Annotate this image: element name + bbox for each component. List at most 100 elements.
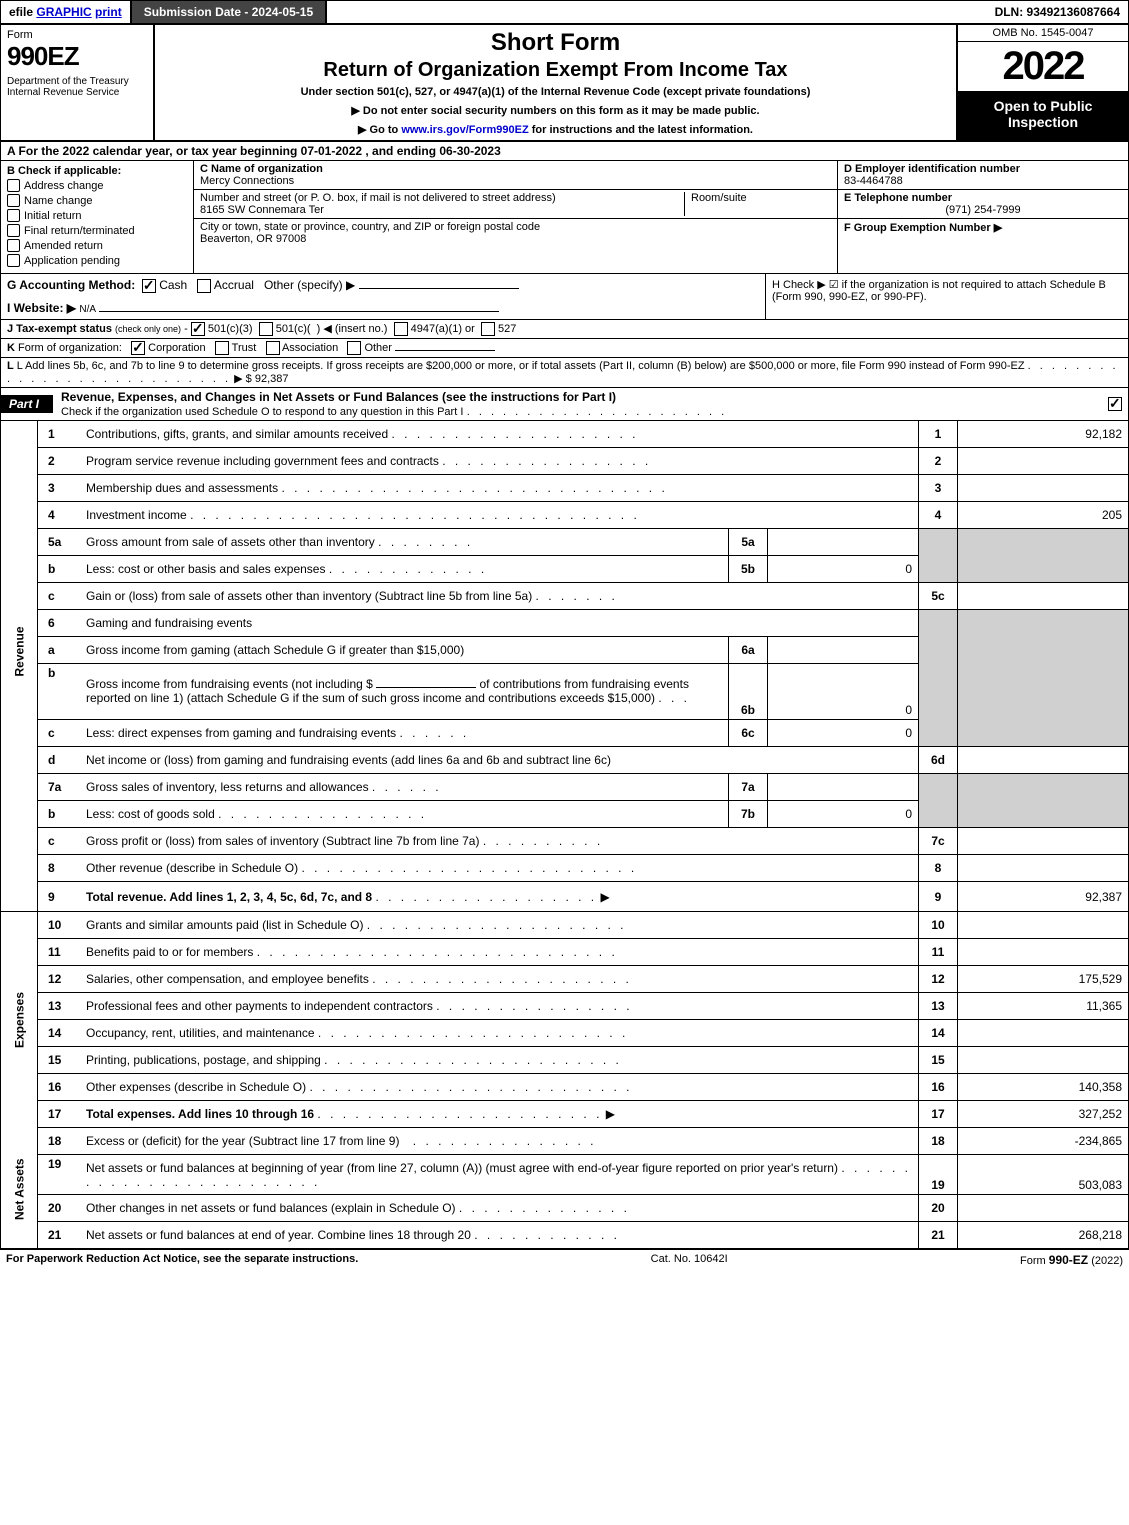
shaded-cell — [958, 773, 1129, 827]
line-20: 20 Other changes in net assets or fund b… — [1, 1195, 1128, 1222]
l-text: L L Add lines 5b, 6c, and 7b to line 9 t… — [7, 360, 1122, 385]
line-val: 268,218 — [958, 1222, 1129, 1249]
line-num: b — [38, 800, 83, 827]
line-text: Other revenue (describe in Schedule O) .… — [82, 854, 919, 881]
line-val: 140,358 — [958, 1074, 1129, 1101]
line-num: 16 — [38, 1074, 83, 1101]
checkbox-schedule-o[interactable] — [1108, 397, 1122, 411]
cb-final-return[interactable]: Final return/terminated — [7, 224, 187, 237]
line-num: b — [38, 555, 83, 582]
section-g: G Accounting Method: Cash Accrual Other … — [1, 274, 765, 319]
shaded-cell — [958, 528, 1129, 582]
street-address: 8165 SW Connemara Ter — [200, 204, 324, 216]
line-text: Gaming and fundraising events — [82, 609, 919, 636]
cb-label: Name change — [24, 195, 93, 207]
line-num: 7a — [38, 773, 83, 800]
line-text: Total expenses. Add lines 10 through 16 … — [82, 1101, 919, 1128]
org-name: Mercy Connections — [200, 175, 294, 187]
line-num: 11 — [38, 939, 83, 966]
checkbox-501c[interactable] — [259, 322, 273, 336]
checkbox-501c3[interactable] — [191, 322, 205, 336]
sub-num: 5a — [729, 528, 768, 555]
line-val — [958, 746, 1129, 773]
checkbox-other[interactable] — [347, 341, 361, 355]
footer-form-post: (2022) — [1088, 1255, 1123, 1267]
mid-val: 0 — [768, 800, 919, 827]
cb-label: Address change — [24, 180, 104, 192]
footer-right: Form 990-EZ (2022) — [1020, 1253, 1123, 1267]
line-num: 17 — [38, 1101, 83, 1128]
section-i: I Website: ▶ N/A — [7, 301, 759, 315]
section-b-label: B Check if applicable: — [7, 165, 187, 177]
line-19: 19 Net assets or fund balances at beginn… — [1, 1155, 1128, 1195]
line-2: 2 Program service revenue including gove… — [1, 447, 1128, 474]
checkbox-trust[interactable] — [215, 341, 229, 355]
line-15: 15 Printing, publications, postage, and … — [1, 1047, 1128, 1074]
room-suite: Room/suite — [684, 192, 831, 216]
line-13: 13 Professional fees and other payments … — [1, 993, 1128, 1020]
name-label: C Name of organization — [200, 163, 323, 175]
line-val — [958, 827, 1129, 854]
line-num: 9 — [38, 881, 83, 912]
line-val — [958, 854, 1129, 881]
line-text: Professional fees and other payments to … — [82, 993, 919, 1020]
department: Department of the Treasury Internal Reve… — [7, 76, 147, 98]
sub-num: 7b — [729, 800, 768, 827]
checkbox-icon — [7, 239, 20, 252]
line-rn: 17 — [919, 1101, 958, 1128]
l-body: L Add lines 5b, 6c, and 7b to line 9 to … — [17, 360, 1025, 372]
cb-address-change[interactable]: Address change — [7, 179, 187, 192]
checkbox-cash[interactable] — [142, 279, 156, 293]
line-num: 5a — [38, 528, 83, 555]
cb-application-pending[interactable]: Application pending — [7, 254, 187, 267]
footer-form-bold: 990-EZ — [1049, 1253, 1088, 1267]
cb-label: Application pending — [24, 255, 120, 267]
checkbox-527[interactable] — [481, 322, 495, 336]
line-text: Less: cost of goods sold . . . . . . . .… — [82, 800, 729, 827]
section-b: B Check if applicable: Address change Na… — [1, 161, 194, 273]
line-num: c — [38, 582, 83, 609]
checkbox-icon — [7, 194, 20, 207]
shaded-cell — [958, 609, 1129, 746]
irs-link[interactable]: www.irs.gov/Form990EZ — [401, 124, 528, 136]
form-header: Form 990EZ Department of the Treasury In… — [1, 25, 1128, 142]
cb-label: Amended return — [24, 240, 103, 252]
cb-name-change[interactable]: Name change — [7, 194, 187, 207]
cb-amended-return[interactable]: Amended return — [7, 239, 187, 252]
line-num: 21 — [38, 1222, 83, 1249]
line-rn: 16 — [919, 1074, 958, 1101]
line-rn: 11 — [919, 939, 958, 966]
inst2-pre: ▶ Go to — [358, 124, 401, 136]
part1-table: Revenue 1 Contributions, gifts, grants, … — [1, 421, 1128, 1250]
cb-label: Initial return — [24, 210, 81, 222]
checkbox-4947[interactable] — [394, 322, 408, 336]
cb-initial-return[interactable]: Initial return — [7, 209, 187, 222]
group-label: F Group Exemption Number ▶ — [844, 222, 1002, 234]
subtitle: Under section 501(c), 527, or 4947(a)(1)… — [163, 86, 948, 98]
line-text: Printing, publications, postage, and shi… — [82, 1047, 919, 1074]
line-10: Expenses 10 Grants and similar amounts p… — [1, 912, 1128, 939]
line-text: Net assets or fund balances at end of ye… — [82, 1222, 919, 1249]
line-text: Less: direct expenses from gaming and fu… — [82, 719, 729, 746]
line-11: 11 Benefits paid to or for members . . .… — [1, 939, 1128, 966]
checkbox-assoc[interactable] — [266, 341, 280, 355]
section-j: J Tax-exempt status (check only one) - 5… — [1, 320, 1128, 339]
line-text: Excess or (deficit) for the year (Subtra… — [82, 1128, 919, 1155]
line-text: Occupancy, rent, utilities, and maintena… — [82, 1020, 919, 1047]
line-text: Program service revenue including govern… — [82, 447, 919, 474]
print-link[interactable]: print — [95, 5, 122, 19]
checkbox-accrual[interactable] — [197, 279, 211, 293]
line-16: 16 Other expenses (describe in Schedule … — [1, 1074, 1128, 1101]
addr-label: Number and street (or P. O. box, if mail… — [200, 192, 556, 204]
city-row: City or town, state or province, country… — [194, 219, 837, 273]
checkbox-corp[interactable] — [131, 341, 145, 355]
line-rn: 3 — [919, 474, 958, 501]
line-val: 175,529 — [958, 966, 1129, 993]
line-21: 21 Net assets or fund balances at end of… — [1, 1222, 1128, 1249]
line-text: Total revenue. Add lines 1, 2, 3, 4, 5c,… — [82, 881, 919, 912]
line-8: 8 Other revenue (describe in Schedule O)… — [1, 854, 1128, 881]
line-num: 15 — [38, 1047, 83, 1074]
graphic-link[interactable]: GRAPHIC — [36, 5, 91, 19]
line-17: 17 Total expenses. Add lines 10 through … — [1, 1101, 1128, 1128]
l-value: $ 92,387 — [246, 373, 289, 385]
